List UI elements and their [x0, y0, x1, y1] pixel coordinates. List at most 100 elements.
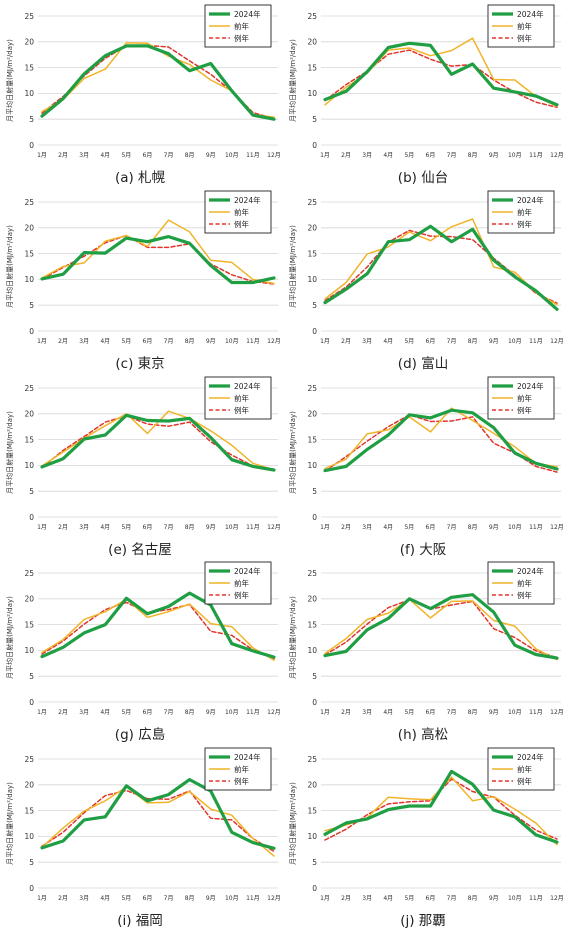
x-tick-label: 8月: [185, 152, 195, 159]
y-tick-label: 10: [307, 89, 317, 98]
chart-svg: 0 5 10 15 20 25 1月 2月 3月 4月 5月 6月 7月 8月 9月 10月 11月 12月 月平均…: [288, 376, 563, 531]
chart-caption: (j) 那覇: [400, 913, 446, 929]
x-tick-label: 7月: [164, 338, 174, 345]
y-tick-label: 25: [307, 198, 317, 207]
y-tick-label: 0: [312, 513, 317, 522]
x-tick-label: 9月: [489, 709, 499, 716]
y-tick-label: 5: [29, 115, 34, 124]
y-tick-label: 15: [307, 806, 317, 815]
series-line-s2024: [323, 41, 559, 107]
y-tick-label: 20: [307, 410, 317, 419]
series-line-normal: [324, 229, 558, 304]
chart-svg: 0 5 10 15 20 25 1月 2月 3月 4月 5月 6月 7月 8月 9月 10月 11月 12月 月平均…: [5, 376, 281, 531]
legend-label: 前年: [517, 207, 532, 217]
y-tick-label: 15: [24, 249, 34, 258]
chart-panel: 0 5 10 15 20 25 1月 2月 3月 4月 5月 6月 7月 8月 9月 10月 11月 12月 月平均…: [0, 747, 281, 929]
legend-label: 2024年: [234, 9, 261, 19]
y-tick-label: 15: [307, 620, 317, 629]
y-tick-label: 0: [29, 141, 34, 150]
x-tick-label: 8月: [185, 338, 195, 345]
chart-svg: 0 5 10 15 20 25 1月 2月 3月 4月 5月 6月 7月 8月 9月 10月 11月 12月 月平均…: [5, 561, 281, 716]
y-tick-label: 5: [29, 487, 34, 496]
x-tick-label: 8月: [185, 895, 195, 902]
x-tick-label: 12月: [267, 152, 281, 159]
legend-label: 前年: [234, 764, 249, 774]
y-axis-label: 月平均日射量(MJ/m²/day): [5, 782, 14, 865]
x-tick-label: 10月: [225, 524, 239, 531]
y-tick-label: 25: [307, 384, 317, 393]
x-tick-label: 8月: [468, 895, 478, 902]
y-tick-label: 0: [29, 513, 34, 522]
x-tick-label: 11月: [529, 524, 543, 531]
y-tick-label: 5: [312, 487, 317, 496]
y-tick-label: 25: [307, 12, 317, 21]
x-tick-label: 1月: [37, 524, 47, 531]
legend-label: 2024年: [517, 752, 544, 762]
x-tick-label: 10月: [508, 709, 522, 716]
legend-label: 2024年: [517, 9, 544, 19]
series-line-s2024: [40, 234, 276, 285]
x-tick-label: 3月: [362, 524, 372, 531]
x-tick-label: 12月: [267, 338, 281, 345]
x-tick-label: 8月: [185, 524, 195, 531]
y-tick-label: 0: [29, 884, 34, 893]
legend-label: 前年: [517, 393, 532, 403]
y-tick-label: 0: [312, 141, 317, 150]
legend-label: 前年: [234, 207, 249, 217]
x-tick-label: 8月: [468, 524, 478, 531]
x-tick-label: 1月: [37, 338, 47, 345]
legend-label: 例年: [234, 776, 249, 786]
y-tick-label: 20: [307, 224, 317, 233]
legend-label: 例年: [234, 219, 249, 229]
y-tick-label: 5: [312, 858, 317, 867]
y-tick-label: 10: [24, 646, 34, 655]
series-line-prev: [41, 598, 275, 661]
x-tick-label: 7月: [164, 709, 174, 716]
legend-label: 前年: [517, 21, 532, 31]
x-tick-label: 1月: [37, 895, 47, 902]
chart-caption: (h) 高松: [397, 727, 449, 743]
series-line-s2024: [323, 408, 559, 473]
legend-label: 2024年: [234, 566, 261, 576]
x-tick-label: 3月: [362, 709, 372, 716]
x-tick-label: 11月: [529, 895, 543, 902]
y-tick-label: 10: [307, 646, 317, 655]
x-tick-label: 11月: [529, 152, 543, 159]
y-tick-label: 0: [29, 327, 34, 336]
x-tick-label: 6月: [426, 895, 436, 902]
x-tick-label: 11月: [246, 338, 260, 345]
y-tick-label: 5: [29, 858, 34, 867]
x-tick-label: 7月: [447, 338, 457, 345]
x-tick-label: 9月: [489, 338, 499, 345]
x-tick-label: 12月: [550, 895, 563, 902]
legend-label: 例年: [234, 33, 249, 43]
x-tick-label: 1月: [320, 524, 330, 531]
x-tick-label: 5月: [404, 152, 414, 159]
series-line-s2024: [323, 224, 559, 311]
x-tick-label: 1月: [320, 152, 330, 159]
chart-caption: (d) 富山: [397, 356, 449, 372]
chart-caption: (b) 仙台: [397, 170, 449, 186]
x-tick-label: 8月: [185, 709, 195, 716]
x-tick-label: 12月: [550, 709, 563, 716]
x-tick-label: 6月: [143, 152, 153, 159]
y-tick-label: 15: [24, 806, 34, 815]
y-tick-label: 5: [312, 672, 317, 681]
x-tick-label: 6月: [426, 709, 436, 716]
x-tick-label: 12月: [267, 895, 281, 902]
x-tick-label: 9月: [489, 152, 499, 159]
y-tick-label: 20: [24, 38, 34, 47]
y-tick-label: 10: [307, 275, 317, 284]
series-line-normal: [324, 599, 558, 659]
y-tick-label: 10: [24, 832, 34, 841]
chart-caption: (e) 名古屋: [108, 542, 172, 558]
chart-panel: 0 5 10 15 20 25 1月 2月 3月 4月 5月 6月 7月 8月 9月 10月 11月 12月 月平均…: [283, 376, 563, 558]
x-tick-label: 12月: [550, 524, 563, 531]
chart-svg: 0 5 10 15 20 25 1月 2月 3月 4月 5月 6月 7月 8月 9月 10月 11月 12月 月平均…: [288, 4, 563, 159]
y-tick-label: 20: [24, 595, 34, 604]
x-tick-label: 11月: [529, 709, 543, 716]
x-tick-label: 3月: [362, 895, 372, 902]
chart-svg: 0 5 10 15 20 25 1月 2月 3月 4月 5月 6月 7月 8月 9月 10月 11月 12月 月平均…: [288, 190, 563, 345]
